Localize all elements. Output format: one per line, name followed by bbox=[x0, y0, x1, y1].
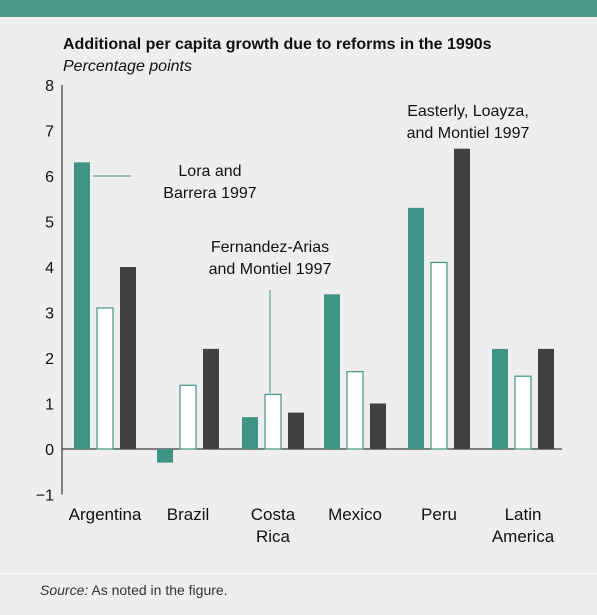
source-text: As noted in the figure. bbox=[91, 582, 228, 598]
bar-3-brazil bbox=[203, 348, 219, 449]
x-category-label: Brazil bbox=[167, 505, 210, 524]
chart-subtitle: Percentage points bbox=[63, 58, 192, 75]
y-tick-label: 4 bbox=[45, 260, 54, 277]
bar-1-costa-rica bbox=[242, 417, 258, 449]
x-category-label: Peru bbox=[421, 505, 457, 524]
bar-1-peru bbox=[408, 207, 424, 449]
y-tick-label: 8 bbox=[45, 78, 54, 95]
top-accent-bar bbox=[0, 0, 597, 17]
x-category-label: Rica bbox=[256, 527, 291, 546]
series-label: and Montiel 1997 bbox=[407, 125, 530, 142]
footer-divider bbox=[0, 573, 597, 574]
bar-3-costa-rica bbox=[288, 412, 304, 449]
source-note: Source: As noted in the figure. bbox=[40, 582, 228, 598]
bar-2-peru bbox=[430, 261, 448, 450]
x-category-label: America bbox=[492, 527, 555, 546]
series-label: Barrera 1997 bbox=[163, 185, 256, 202]
bar-2-costa-rica bbox=[264, 393, 282, 450]
bar-3-mexico bbox=[370, 403, 386, 449]
series-label: Fernandez-Arias bbox=[211, 239, 329, 256]
bar-2-argentina bbox=[96, 307, 114, 450]
bar-3-peru bbox=[454, 148, 470, 449]
series-label: and Montiel 1997 bbox=[209, 261, 332, 278]
source-label: Source: bbox=[40, 582, 89, 598]
y-tick-label: 5 bbox=[45, 215, 54, 232]
bar-chart: −1 0 1 2 3 4 5 6 7 8 Argentina Brazil Costa Rica Mexic… bbox=[36, 78, 562, 546]
series-label: Easterly, Loayza, bbox=[407, 103, 529, 120]
x-category-label: Costa bbox=[251, 505, 296, 524]
bar-1-brazil bbox=[157, 449, 173, 463]
bar-3-argentina bbox=[120, 267, 136, 449]
bar-2-latin-america bbox=[514, 375, 532, 450]
y-tick-label: 7 bbox=[45, 124, 54, 141]
y-tick-label: 3 bbox=[45, 306, 54, 323]
series-label: Lora and bbox=[178, 163, 241, 180]
chart-title: Additional per capita growth due to refo… bbox=[63, 36, 492, 53]
bar-2-mexico bbox=[346, 371, 364, 450]
bar-3-latin-america bbox=[538, 348, 554, 449]
y-tick-label: 6 bbox=[45, 169, 54, 186]
bar-1-latin-america bbox=[492, 348, 508, 449]
x-category-label: Argentina bbox=[69, 505, 142, 524]
y-tick-label: 1 bbox=[45, 397, 54, 414]
x-category-label: Latin bbox=[505, 505, 542, 524]
y-tick-label: 2 bbox=[45, 351, 54, 368]
y-tick-label: 0 bbox=[45, 442, 54, 459]
y-tick-label: −1 bbox=[36, 488, 54, 505]
x-category-label: Mexico bbox=[328, 505, 382, 524]
bar-2-brazil bbox=[179, 384, 197, 450]
bar-1-mexico bbox=[324, 294, 340, 449]
bar-1-argentina bbox=[74, 162, 90, 449]
